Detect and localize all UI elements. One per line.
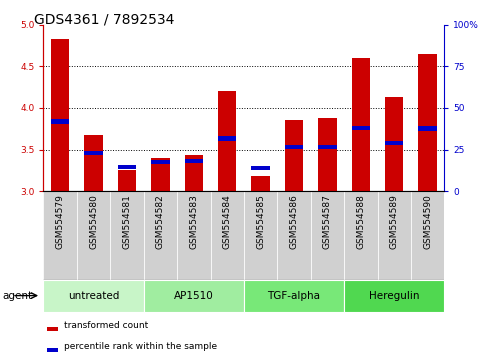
Bar xyxy=(85,136,103,191)
Bar xyxy=(151,158,170,191)
Text: GSM554582: GSM554582 xyxy=(156,194,165,249)
Text: AP1510: AP1510 xyxy=(174,291,213,301)
Bar xyxy=(344,191,378,280)
Bar xyxy=(85,150,103,155)
Bar xyxy=(185,159,203,164)
Bar xyxy=(318,145,337,149)
Bar xyxy=(185,155,203,191)
Bar xyxy=(418,54,437,191)
Bar xyxy=(47,348,57,352)
Bar xyxy=(285,145,303,149)
Bar xyxy=(244,191,277,280)
Bar xyxy=(47,327,57,331)
Text: percentile rank within the sample: percentile rank within the sample xyxy=(64,342,217,351)
Bar xyxy=(211,191,244,280)
Text: untreated: untreated xyxy=(68,291,119,301)
Text: GSM554588: GSM554588 xyxy=(356,194,365,249)
Bar xyxy=(277,191,311,280)
Text: GSM554579: GSM554579 xyxy=(56,194,65,249)
Bar xyxy=(177,191,211,280)
Bar xyxy=(418,126,437,131)
Bar xyxy=(385,97,403,191)
Bar xyxy=(118,170,136,191)
Bar xyxy=(118,165,136,169)
Bar xyxy=(311,191,344,280)
Bar xyxy=(252,176,270,191)
Bar xyxy=(344,280,444,312)
Bar xyxy=(385,141,403,145)
Bar xyxy=(218,91,236,191)
Bar xyxy=(218,136,236,141)
Bar xyxy=(318,118,337,191)
Bar xyxy=(244,280,344,312)
Text: GSM554586: GSM554586 xyxy=(289,194,298,249)
Bar xyxy=(151,160,170,164)
Bar xyxy=(411,191,444,280)
Bar xyxy=(43,191,77,280)
Bar xyxy=(51,39,70,191)
Bar xyxy=(252,166,270,170)
Text: TGF-alpha: TGF-alpha xyxy=(268,291,321,301)
Bar xyxy=(285,120,303,191)
Text: agent: agent xyxy=(2,291,32,301)
Text: GSM554580: GSM554580 xyxy=(89,194,98,249)
Text: GSM554584: GSM554584 xyxy=(223,194,232,249)
Text: GSM554583: GSM554583 xyxy=(189,194,199,249)
Bar xyxy=(51,119,70,124)
Bar xyxy=(110,191,144,280)
Text: GSM554587: GSM554587 xyxy=(323,194,332,249)
Bar xyxy=(77,191,110,280)
Text: transformed count: transformed count xyxy=(64,321,148,330)
Text: GSM554581: GSM554581 xyxy=(123,194,131,249)
Bar xyxy=(378,191,411,280)
Bar xyxy=(352,126,370,130)
Text: GDS4361 / 7892534: GDS4361 / 7892534 xyxy=(34,12,174,27)
Bar xyxy=(352,58,370,191)
Bar xyxy=(144,191,177,280)
Text: Heregulin: Heregulin xyxy=(369,291,420,301)
Bar xyxy=(144,280,244,312)
Text: GSM554589: GSM554589 xyxy=(390,194,399,249)
Text: GSM554590: GSM554590 xyxy=(423,194,432,249)
Text: GSM554585: GSM554585 xyxy=(256,194,265,249)
Bar xyxy=(43,280,144,312)
